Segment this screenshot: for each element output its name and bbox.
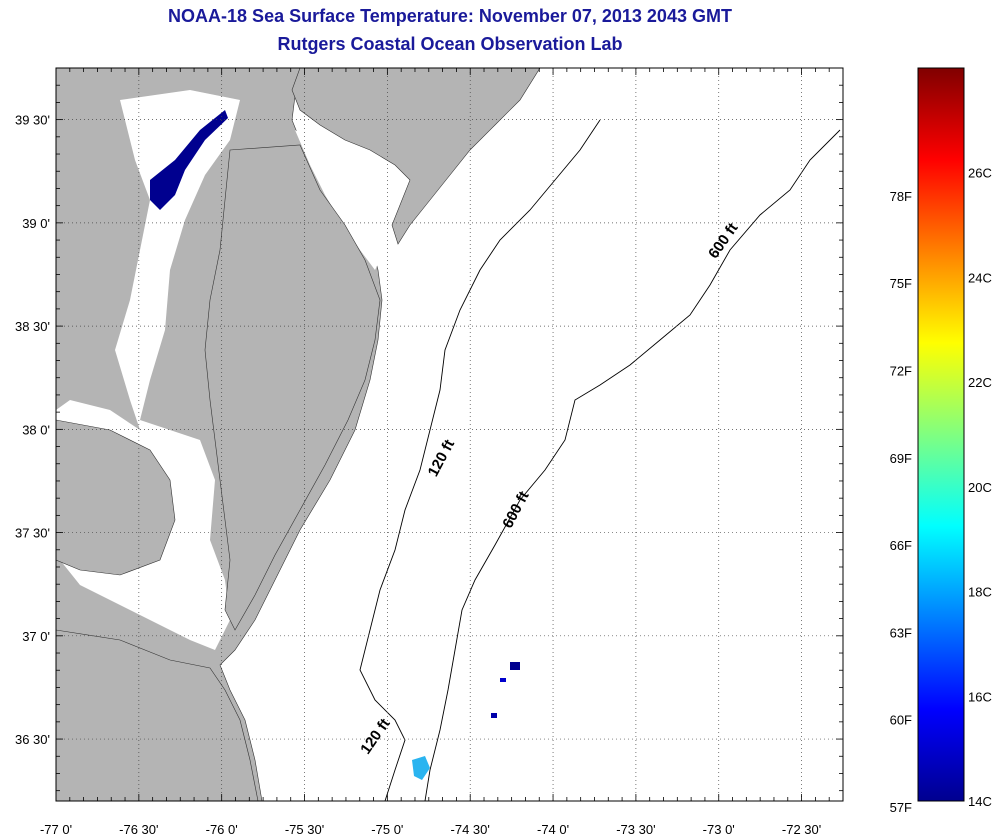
colorbar-celsius-label: 26C [968,166,992,181]
colorbar-celsius-label: 20C [968,480,992,495]
lat-tick-label: 37 30' [15,526,50,541]
lon-tick-label: -73 0' [703,822,735,837]
lat-tick-label: 38 0' [22,422,50,437]
land-western-shore [56,419,176,576]
lat-tick-label: 36 30' [15,732,50,747]
colorbar-fahrenheit-label: 60F [890,713,912,728]
lat-tick-label: 38 30' [15,319,50,334]
land-new-jersey [291,68,541,245]
lon-tick-label: -75 0' [371,822,403,837]
colorbar-fahrenheit-label: 72F [890,364,912,379]
map-title: NOAA-18 Sea Surface Temperature: Novembe… [168,6,732,26]
colorbar-fahrenheit-label: 66F [890,538,912,553]
lat-tick-label: 39 0' [22,216,50,231]
warm-water-patch [412,756,430,780]
cold-water-patch [491,713,497,718]
land-virginia [56,629,259,801]
colorbar-fahrenheit-label: 75F [890,276,912,291]
lon-tick-label: -75 30' [285,822,324,837]
cold-water-patch [510,662,520,670]
map-subtitle: Rutgers Coastal Ocean Observation Lab [277,34,623,54]
colorbar-celsius-label: 24C [968,270,992,285]
colorbar-fahrenheit-label: 57F [890,800,912,815]
lon-tick-label: -74 30' [451,822,490,837]
lon-tick-label: -76 30' [119,822,158,837]
colorbar: 26C 24C 22C 20C 18C 16C 14C 78F 75F 72F 69F 66F 63F 6… [890,67,992,815]
colorbar-fahrenheit-label: 63F [890,625,912,640]
lon-tick-label: -76 0' [206,822,238,837]
lon-tick-label: -73 30' [616,822,655,837]
colorbar-celsius-label: 16C [968,689,992,704]
contour-120ft [359,119,601,801]
colorbar-celsius-label: 18C [968,585,992,600]
map-ticks [55,67,844,801]
lat-tick-label: 39 30' [15,113,50,128]
contour-600ft [424,129,841,801]
lon-tick-label: -74 0' [537,822,569,837]
colorbar-celsius-label: 22C [968,375,992,390]
land-delmarva [204,144,381,631]
cold-water-patch [500,678,506,682]
delaware-bay [295,130,385,270]
colorbar-fahrenheit-label: 69F [890,451,912,466]
colorbar-gradient [917,67,965,802]
lat-tick-label: 37 0' [22,629,50,644]
colorbar-fahrenheit-label: 78F [890,189,912,204]
colorbar-celsius-label: 14C [968,794,992,809]
lon-tick-label: -77 0' [40,822,72,837]
cold-water-patch [150,110,228,210]
lon-tick-label: -72 30' [782,822,821,837]
map-axis-labels: -77 0' -76 30' -76 0' -75 30' -75 0' -74 30' -… [15,113,821,837]
map-frame [55,67,844,802]
